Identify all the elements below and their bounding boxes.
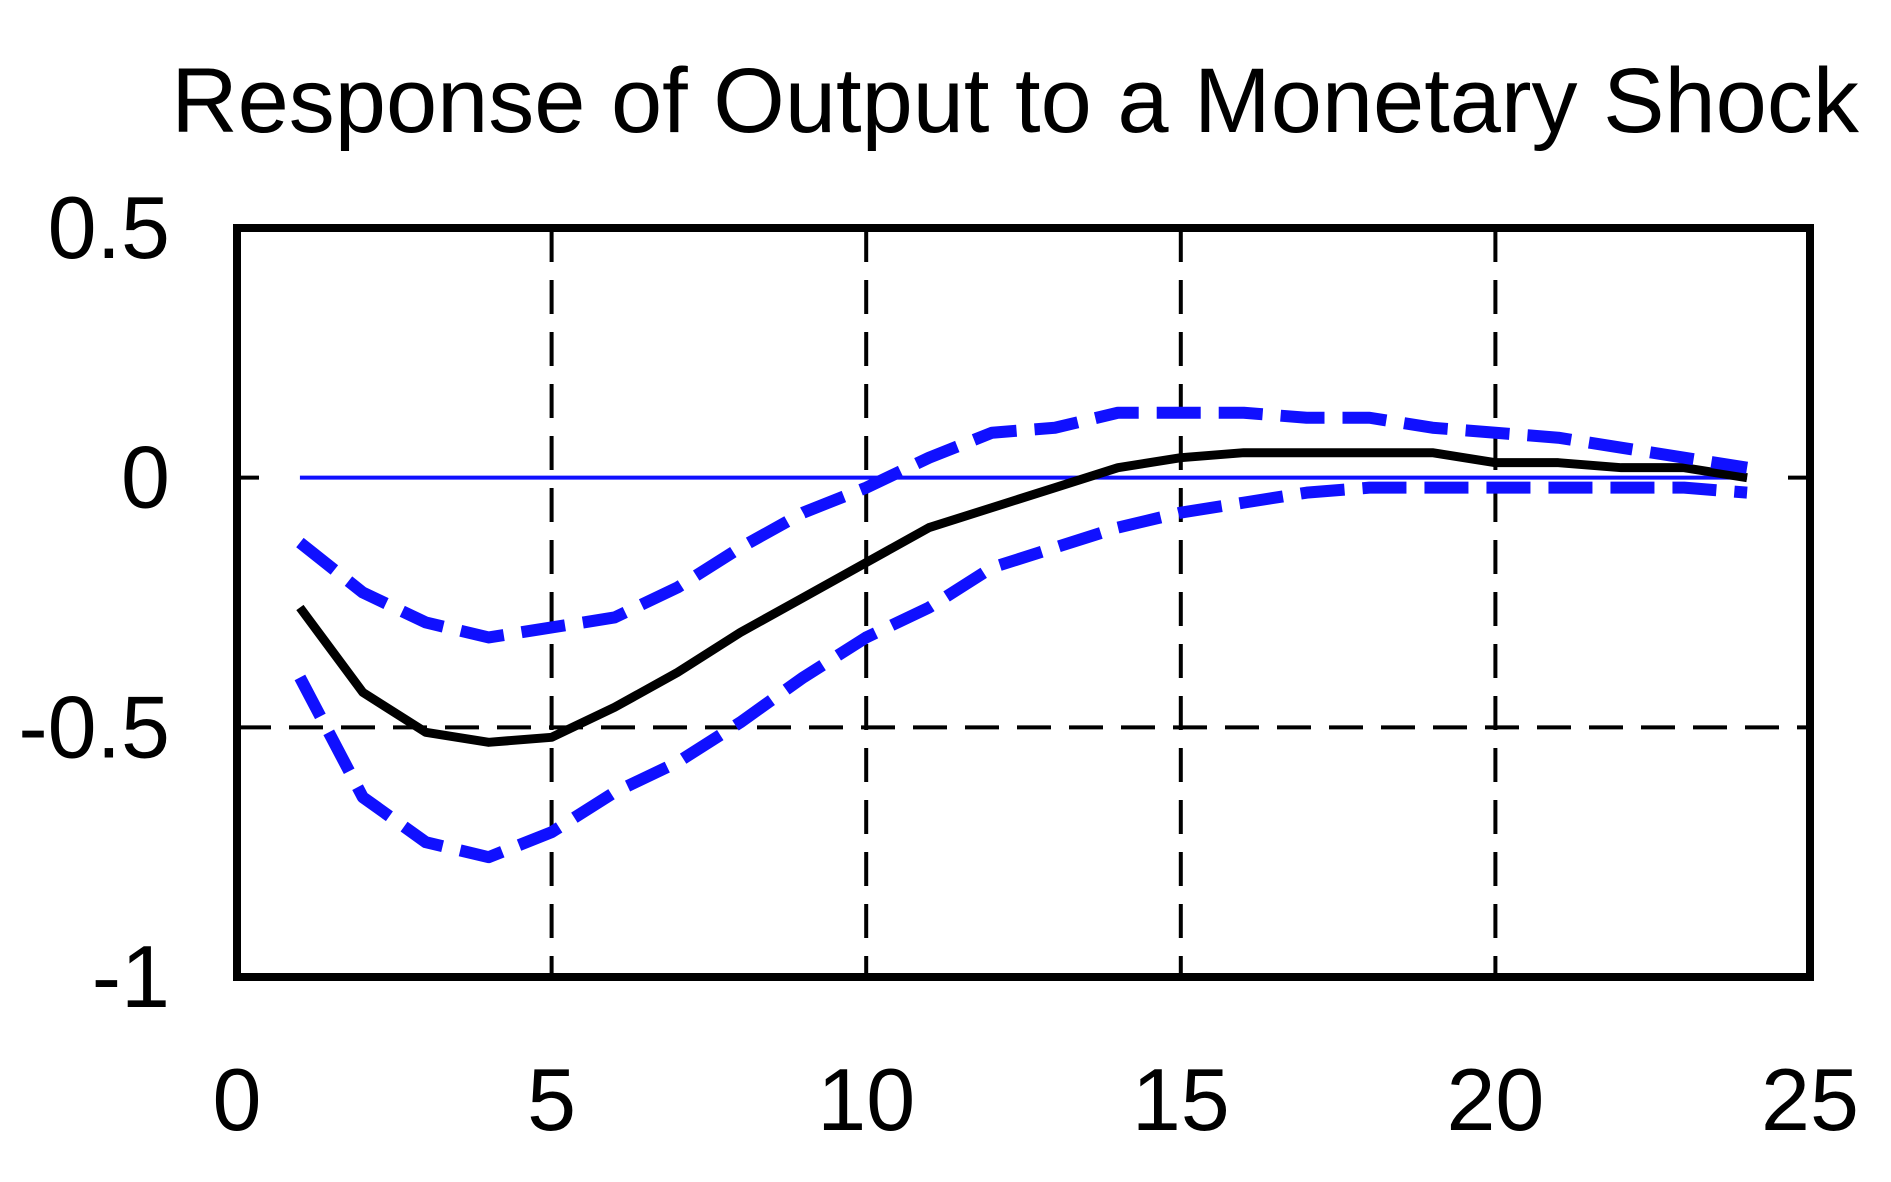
series-layer [294,406,1749,864]
chart-title: Response of Output to a Monetary Shock [171,50,1860,152]
x-tick-label-0: 0 [213,1050,262,1149]
y-tick-label-neg1: -1 [92,927,170,1026]
tick-labels-layer: 0 5 10 15 20 25 0.5 0 -0.5 -1 [18,178,1859,1149]
grid-layer [237,228,1810,977]
y-tick-label-0_5: 0.5 [48,178,170,277]
x-tick-label-20: 20 [1446,1050,1544,1149]
series-line-2 [296,406,1749,644]
plot-frame-layer [233,224,1814,981]
x-tick-label-10: 10 [817,1050,915,1149]
y-tick-label-neg0_5: -0.5 [18,677,170,776]
x-tick-label-5: 5 [527,1050,576,1149]
plot-frame [233,224,1814,981]
x-tick-label-15: 15 [1132,1050,1230,1149]
x-tick-label-25: 25 [1761,1050,1859,1149]
series-line-1 [296,448,1748,747]
series-line-3 [294,481,1748,864]
y-tick-label-0: 0 [121,428,170,527]
